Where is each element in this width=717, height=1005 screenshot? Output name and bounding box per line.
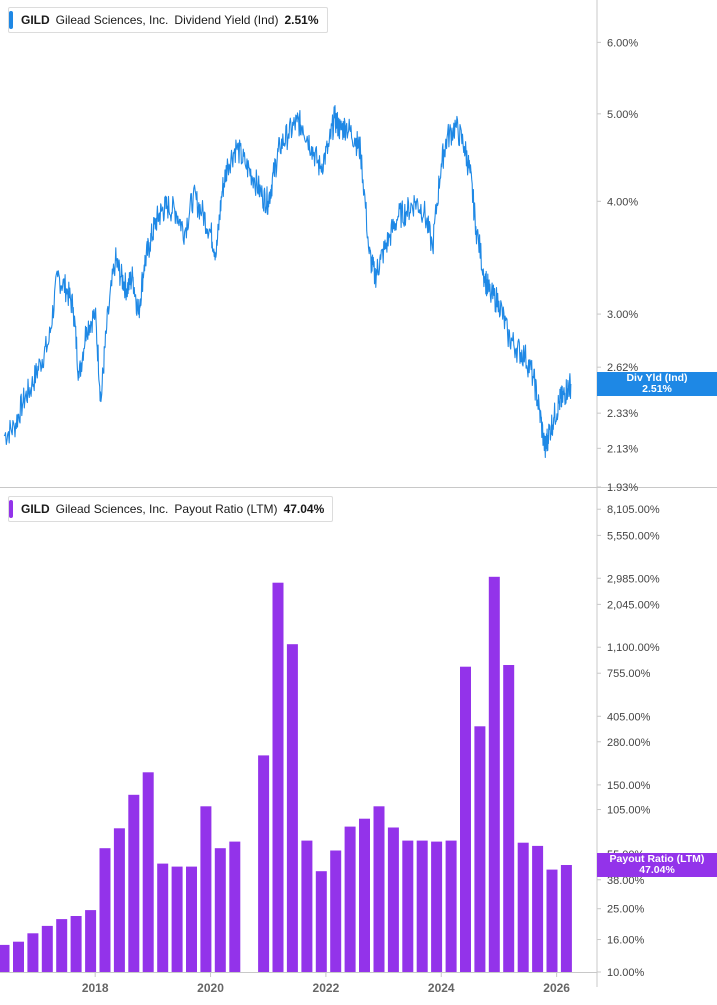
yield-y-tick-label: 5.00% (607, 109, 638, 121)
yield-legend-marker (9, 11, 13, 29)
payout-bar (330, 850, 342, 972)
payout-bar (445, 840, 457, 972)
payout-bar (488, 576, 500, 972)
payout-legend-ticker: GILD (21, 502, 50, 516)
payout-bar (200, 806, 212, 972)
payout-callout: Payout Ratio (LTM) 47.04% (597, 853, 717, 877)
yield-y-tick-label: 1.93% (607, 482, 638, 494)
payout-legend: GILD Gilead Sciences, Inc. Payout Ratio … (8, 496, 334, 522)
payout-y-tick-label: 8,105.00% (607, 504, 660, 516)
yield-y-tick-label: 3.00% (607, 309, 638, 321)
payout-legend-company: Gilead Sciences, Inc. (55, 502, 169, 516)
payout-bar (186, 866, 197, 972)
payout-bar (142, 772, 154, 972)
payout-y-tick-label: 10.00% (607, 967, 645, 979)
payout-y-tick-label: 280.00% (607, 737, 651, 749)
payout-bar (157, 863, 169, 972)
payout-legend-marker (9, 500, 13, 518)
payout-y-tick-label: 16.00% (607, 935, 645, 947)
payout-y-tick-label: 2,045.00% (607, 599, 660, 611)
payout-y-tick-label: 25.00% (607, 904, 645, 916)
payout-bar (474, 726, 486, 972)
payout-bar (517, 842, 529, 972)
payout-y-tick-label: 5,550.00% (607, 530, 660, 542)
payout-bar (229, 841, 241, 972)
yield-callout-value: 2.51% (642, 383, 672, 395)
yield-y-tick-label: 4.00% (607, 196, 638, 208)
dividend-yield-line (3, 105, 572, 459)
yield-y-tick-label: 6.00% (607, 37, 638, 49)
payout-bar (214, 848, 226, 972)
payout-bar (359, 818, 370, 972)
x-tick-label: 2026 (543, 981, 570, 995)
payout-bar (27, 933, 39, 972)
payout-bar (431, 841, 443, 972)
payout-y-tick-label: 2,985.00% (607, 573, 660, 585)
payout-legend-value: 47.04% (283, 502, 325, 516)
yield-y-tick-label: 2.62% (607, 362, 638, 374)
payout-bar (460, 666, 471, 972)
payout-bar (13, 941, 24, 972)
payout-y-tick-label: 1,100.00% (607, 642, 660, 654)
yield-legend-ticker: GILD (21, 13, 50, 27)
payout-bar (344, 826, 356, 972)
payout-bar (387, 827, 399, 972)
payout-bar (532, 845, 544, 972)
x-tick-label: 2024 (428, 981, 455, 995)
x-tick-label: 2020 (197, 981, 224, 995)
payout-y-tick-label: 405.00% (607, 711, 651, 723)
payout-callout-label: Payout Ratio (LTM) (609, 853, 705, 865)
payout-bar (402, 840, 414, 972)
payout-bar (85, 910, 97, 972)
payout-y-tick-label: 105.00% (607, 805, 651, 817)
payout-bar (286, 644, 298, 972)
payout-bar (315, 871, 327, 972)
payout-bar (70, 916, 82, 972)
yield-y-tick-label: 2.13% (607, 443, 638, 455)
payout-y-tick-label: 38.00% (607, 875, 645, 887)
yield-legend-value: 2.51% (284, 13, 319, 27)
payout-bar (56, 919, 68, 972)
payout-bar (0, 944, 10, 972)
payout-bar (258, 755, 270, 972)
payout-bar (503, 665, 515, 972)
payout-bar (99, 848, 111, 972)
payout-y-tick-label: 755.00% (607, 668, 651, 680)
yield-callout: Div Yld (Ind) 2.51% (597, 372, 717, 396)
yield-callout-label: Div Yld (Ind) (626, 372, 688, 384)
payout-bar (41, 925, 53, 972)
payout-bar (113, 828, 125, 972)
payout-bar (272, 582, 284, 972)
payout-bar (546, 869, 558, 972)
x-tick-label: 2022 (313, 981, 340, 995)
payout-bar (373, 806, 385, 972)
payout-bar (171, 866, 183, 972)
payout-bar (560, 865, 572, 972)
payout-callout-value: 47.04% (639, 864, 675, 876)
yield-legend-company: Gilead Sciences, Inc. (55, 13, 169, 27)
x-tick-label: 2018 (82, 981, 109, 995)
payout-y-tick-label: 150.00% (607, 780, 651, 792)
payout-bar (416, 840, 428, 972)
yield-legend-metric: Dividend Yield (Ind) (174, 13, 279, 27)
yield-y-tick-label: 2.33% (607, 408, 638, 420)
payout-legend-metric: Payout Ratio (LTM) (174, 502, 278, 516)
yield-legend: GILD Gilead Sciences, Inc. Dividend Yiel… (8, 7, 328, 33)
payout-bar (128, 794, 140, 972)
payout-bar (301, 840, 313, 972)
